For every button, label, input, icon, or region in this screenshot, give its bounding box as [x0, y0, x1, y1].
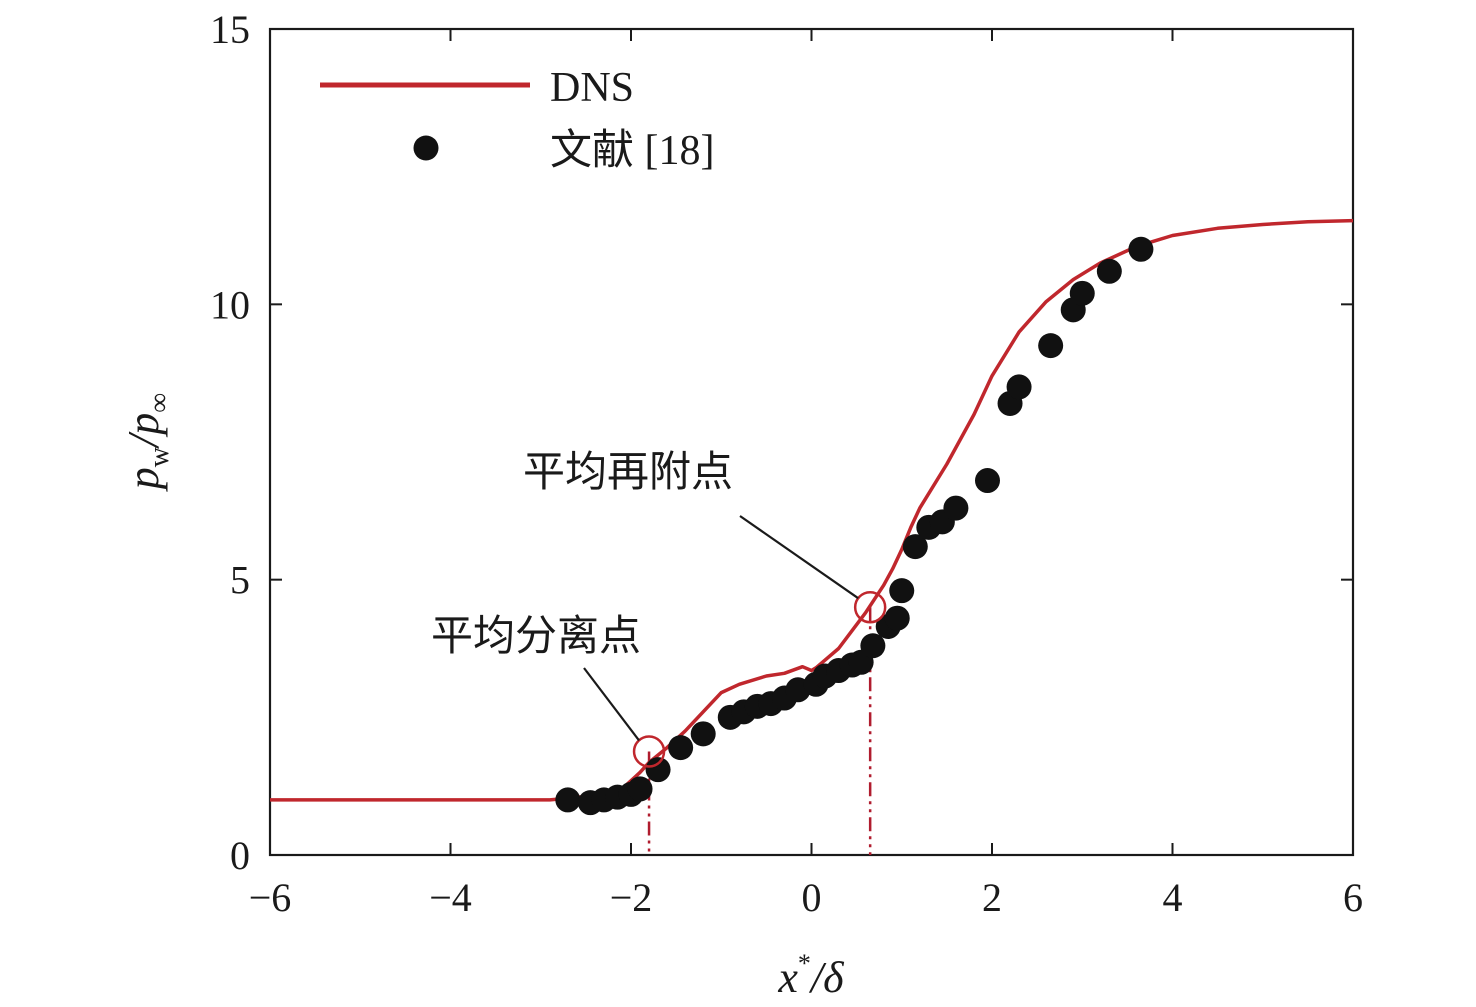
reference-data-point — [690, 721, 716, 747]
legend-dns-label: DNS — [550, 65, 634, 111]
axes-layer: −6 −4 −2 0 2 4 6 0 5 10 15 — [210, 7, 1363, 920]
legend: DNS 文献 [18] — [320, 65, 714, 174]
reference-data-point — [889, 578, 915, 604]
dns-line — [270, 218, 1354, 802]
reattachment-leader-line — [739, 515, 859, 600]
reference-data-point — [974, 468, 1000, 494]
reference-data-point — [1038, 333, 1064, 359]
reference-data-point — [627, 776, 653, 802]
reference-lines-layer — [647, 607, 872, 855]
x-tick-label: −2 — [610, 875, 653, 920]
x-tick-label: 6 — [1343, 875, 1363, 920]
reattachment-point-label: 平均再附点 — [523, 447, 733, 496]
reference-data-point — [1128, 236, 1154, 262]
y-tick-label: 0 — [230, 833, 250, 878]
dns-series-layer — [270, 218, 1354, 802]
x-tick-label: 0 — [802, 875, 822, 920]
x-tick-label: 4 — [1163, 875, 1183, 920]
reference-data-point — [645, 757, 671, 783]
reference-data-point — [668, 735, 694, 761]
separation-point-label: 平均分离点 — [431, 611, 641, 660]
reference-series-layer — [555, 236, 1154, 816]
separation-point-marker — [632, 735, 666, 768]
x-axis-label: x*/δ — [777, 949, 845, 1002]
reattachment-point-marker — [853, 590, 887, 624]
axis-labels-layer: x*/δ pw/p∞ — [119, 393, 845, 1002]
annotations-layer: 平均分离点 平均再附点 — [431, 447, 887, 768]
reference-data-point — [884, 605, 910, 631]
reference-data-point — [943, 495, 969, 521]
x-tick-label: −4 — [429, 875, 472, 920]
x-tick-label: −6 — [249, 875, 292, 920]
y-tick-label: 10 — [210, 282, 250, 327]
legend-reference-label: 文献 [18] — [550, 127, 714, 174]
x-tick-label: 2 — [982, 875, 1002, 920]
reference-data-point — [902, 534, 928, 560]
reference-data-point — [860, 633, 886, 659]
y-axis-label: pw/p∞ — [119, 393, 175, 492]
reference-data-point — [1006, 374, 1032, 400]
reference-data-point — [1069, 280, 1095, 306]
reference-data-point — [555, 787, 581, 813]
reference-data-point — [1096, 258, 1122, 284]
y-tick-label: 5 — [230, 558, 250, 603]
legend-reference-swatch — [413, 135, 439, 161]
separation-leader-line — [583, 667, 640, 742]
y-tick-label: 15 — [210, 7, 250, 52]
